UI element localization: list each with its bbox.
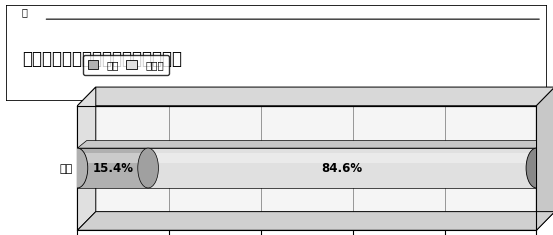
Bar [77, 153, 536, 163]
FancyBboxPatch shape [6, 5, 547, 101]
Bar [77, 148, 148, 188]
Polygon shape [77, 141, 546, 148]
Polygon shape [77, 87, 96, 230]
Text: 問: 問 [22, 8, 28, 18]
Text: 84.6%: 84.6% [322, 161, 363, 175]
Bar [148, 148, 536, 188]
Text: 15.4%: 15.4% [92, 161, 133, 175]
Polygon shape [536, 87, 553, 230]
Ellipse shape [138, 148, 158, 188]
Polygon shape [77, 87, 553, 106]
Ellipse shape [526, 148, 547, 188]
Ellipse shape [67, 148, 88, 188]
Text: 死んだ人が生き返ると思いますか。: 死んだ人が生き返ると思いますか。 [22, 50, 182, 68]
Legend: はい, いいえ: はい, いいえ [82, 55, 169, 75]
Polygon shape [77, 212, 553, 230]
